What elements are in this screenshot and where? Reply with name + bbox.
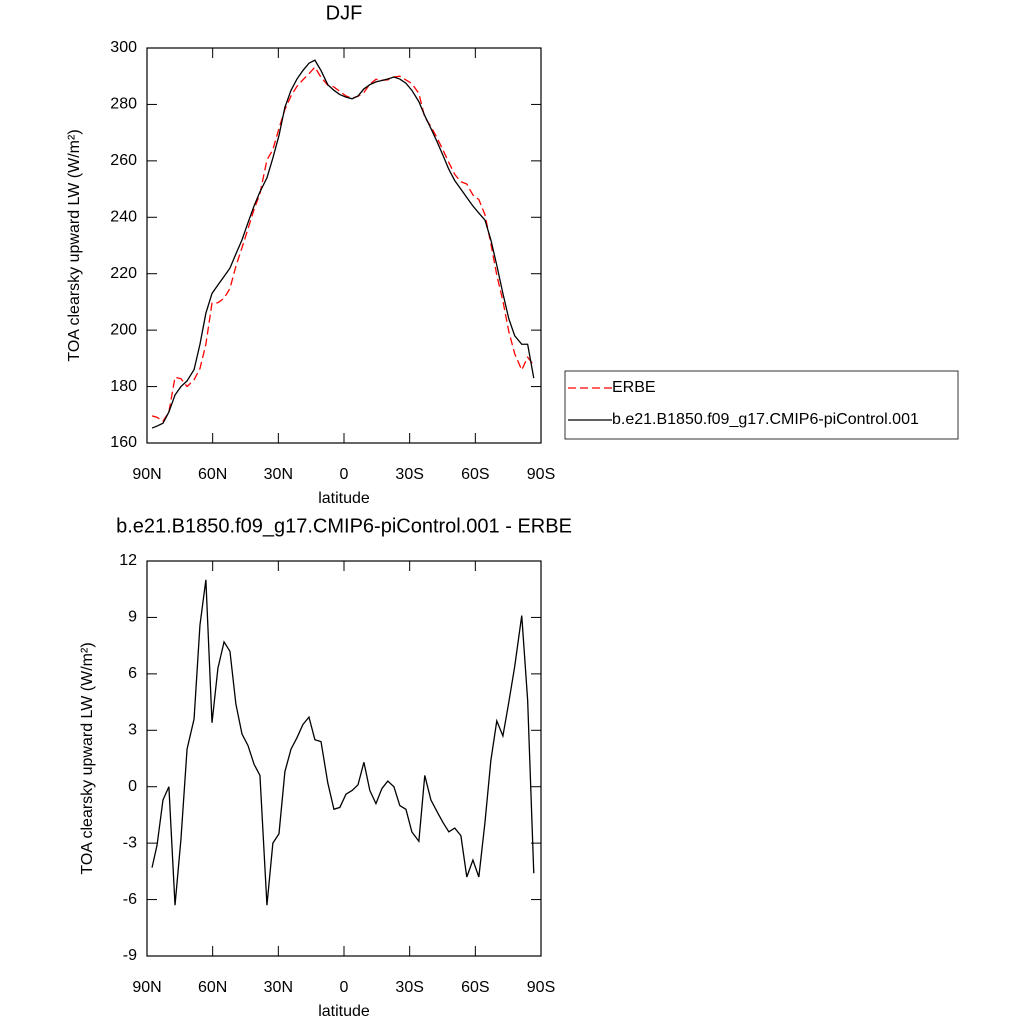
y-tick-label: -6 (123, 891, 137, 908)
x-tick-label: 90N (132, 466, 161, 483)
x-tick-label: 0 (340, 979, 349, 996)
y-axis-label: TOA clearsky upward LW (W/m²) (66, 129, 83, 361)
x-tick-label: 90S (527, 979, 555, 996)
y-tick-label: 260 (110, 152, 137, 169)
data-line (151, 66, 535, 423)
x-tick-label: 60S (461, 466, 489, 483)
y-tick-label: 160 (110, 434, 137, 451)
y-tick-label: 280 (110, 96, 137, 113)
y-tick-label: 200 (110, 321, 137, 338)
x-axis-label: latitude (318, 490, 370, 507)
y-tick-label: 6 (128, 665, 137, 682)
chart-title: DJF (326, 2, 363, 24)
x-tick-label: 30N (264, 979, 293, 996)
x-tick-label: 30S (395, 466, 423, 483)
chart-title: b.e21.B1850.f09_g17.CMIP6-piControl.001 … (116, 515, 572, 537)
x-tick-label: 60N (198, 979, 227, 996)
x-tick-label: 60S (461, 979, 489, 996)
legend-box (564, 370, 959, 440)
x-tick-label: 90S (527, 466, 555, 483)
y-tick-label: -3 (123, 834, 137, 851)
plot-frame (146, 47, 542, 444)
y-tick-label: 0 (128, 778, 137, 795)
x-tick-label: 30N (264, 466, 293, 483)
x-tick-label: 60N (198, 466, 227, 483)
x-tick-label: 90N (132, 979, 161, 996)
legend-label: b.e21.B1850.f09_g17.CMIP6-piControl.001 (612, 411, 919, 428)
y-axis-label: TOA clearsky upward LW (W/m²) (79, 642, 96, 874)
y-tick-label: 300 (110, 39, 137, 56)
data-line (151, 59, 535, 429)
y-tick-label: 180 (110, 378, 137, 395)
y-tick-label: 240 (110, 209, 137, 226)
legend-label: ERBE (612, 379, 656, 396)
y-tick-label: 220 (110, 265, 137, 282)
y-tick-label: 3 (128, 722, 137, 739)
plot-frame (146, 560, 542, 957)
y-tick-label: 12 (119, 552, 137, 569)
x-tick-label: 0 (340, 466, 349, 483)
y-tick-label: 9 (128, 609, 137, 626)
x-tick-label: 30S (395, 979, 423, 996)
x-axis-label: latitude (318, 1003, 370, 1020)
y-tick-label: -9 (123, 947, 137, 964)
data-line (151, 579, 535, 906)
